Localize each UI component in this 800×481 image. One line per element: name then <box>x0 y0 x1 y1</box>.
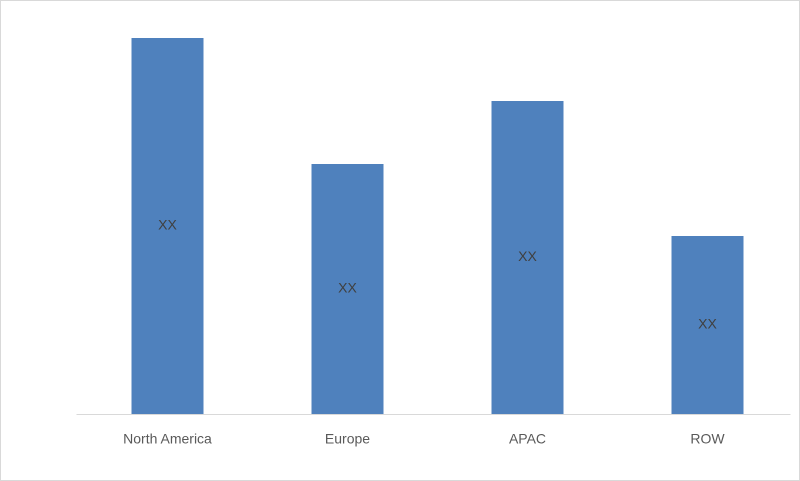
x-tick-label: ROW <box>690 431 725 447</box>
data-label: XX <box>158 217 177 233</box>
x-tick-label: Europe <box>325 431 370 447</box>
bar <box>131 38 204 414</box>
bar <box>491 101 564 414</box>
bar <box>671 236 744 414</box>
bar <box>311 164 384 414</box>
x-tick-label: North America <box>123 431 212 447</box>
data-label: XX <box>518 248 537 264</box>
x-tick-label: APAC <box>509 431 546 447</box>
data-label: XX <box>338 280 357 296</box>
data-label: XX <box>698 316 717 332</box>
